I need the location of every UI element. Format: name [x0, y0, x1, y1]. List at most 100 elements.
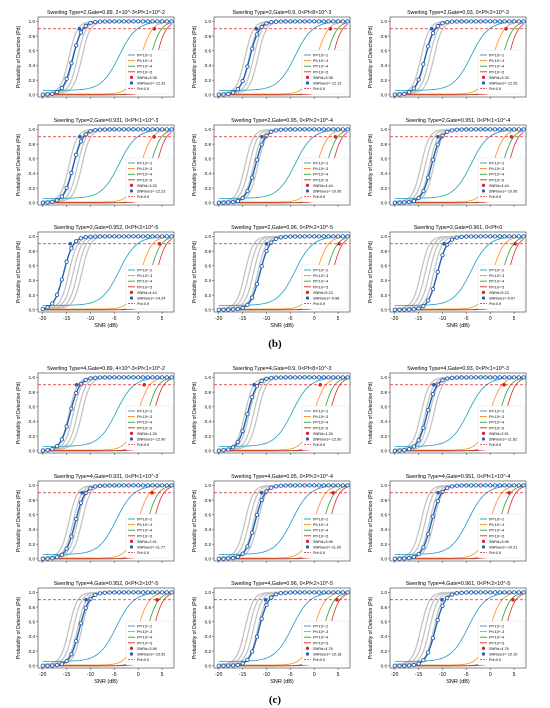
series-ours-marker [69, 61, 74, 66]
series-ours-marker [221, 200, 226, 205]
series-ours-marker [169, 483, 174, 488]
series-ours-marker [59, 194, 65, 199]
series-ours-marker [292, 19, 298, 24]
x-tick-label: -10 [263, 672, 270, 678]
series-ours-marker [507, 375, 512, 380]
series-ours-marker [488, 234, 493, 239]
series-ours-marker [340, 483, 345, 488]
legend-label: Pd=0.9 [313, 551, 325, 555]
snr-d-marker [507, 490, 511, 495]
legend-swatch [305, 646, 310, 651]
snr-ours-marker [263, 597, 268, 602]
series-ours-line [394, 20, 524, 96]
series-ours-marker [97, 127, 103, 132]
series-ours-marker [150, 375, 155, 380]
series-pfa-1e2 [42, 592, 172, 662]
y-tick-label: 0.4 [29, 63, 36, 68]
series-ours-marker [83, 132, 88, 137]
series-ours-marker [473, 127, 479, 132]
series-ours-marker [478, 483, 483, 488]
series-ours-marker [449, 375, 455, 380]
legend-swatch [129, 189, 134, 193]
series-ours-marker [221, 448, 226, 453]
series-ours-marker [164, 590, 169, 595]
y-tick-label: 0.8 [205, 605, 212, 610]
y-tick-label: 0.8 [205, 142, 212, 147]
snr-d-marker [150, 490, 154, 495]
y-tick-label: 0.2 [29, 434, 36, 439]
series-ours-marker [112, 590, 117, 595]
series-ours-marker [269, 20, 274, 25]
series-ours-marker [402, 200, 407, 205]
legend-label: SNRours=-10.92 [137, 653, 165, 657]
series-ours-marker [292, 234, 298, 239]
series-ours-marker [406, 90, 412, 95]
series-ours-marker [136, 127, 141, 132]
series-ours-marker [116, 234, 122, 239]
series-ours-marker [269, 595, 274, 600]
series-ours-marker [345, 483, 350, 488]
series-ours-marker [159, 590, 165, 595]
series-ours-marker [40, 448, 45, 453]
series-ours-marker [492, 590, 498, 595]
legend-swatch [305, 75, 310, 79]
series-ours-marker [59, 552, 65, 557]
series-ours-marker [340, 375, 345, 380]
y-tick-label: 0.2 [381, 186, 388, 191]
x-tick-label: -10 [87, 316, 94, 322]
series-ours-marker [102, 19, 107, 24]
legend-label: Pf=10^-5 [137, 426, 152, 430]
series-ours-marker [345, 590, 350, 595]
series-ours-marker [126, 234, 131, 239]
series-ours-marker [312, 375, 317, 380]
series-ours-marker [102, 590, 107, 595]
series-ours-marker [74, 638, 79, 644]
series-ours-marker [169, 234, 174, 239]
series-ours-marker [259, 142, 264, 147]
legend-swatch [129, 539, 134, 544]
series-ours-marker [435, 269, 440, 274]
y-tick-label: 1.0 [29, 127, 36, 132]
series-ours-marker [316, 234, 322, 239]
legend-label: Pf=10^-5 [313, 426, 328, 430]
x-tick-label: 5 [337, 316, 340, 322]
y-tick-label: 0.6 [205, 48, 212, 53]
series-ours-marker [259, 497, 264, 503]
series-ours-marker [88, 486, 93, 491]
legend-label: Pf=10^-3 [489, 274, 504, 278]
legend-label: SNRours=-10.91 [489, 546, 517, 550]
subplot-title: Swerling Type=4,Gate=0.93, 0<Pf<1×10^-3 [407, 366, 509, 372]
series-ours-marker [273, 236, 279, 241]
series-ours-marker [416, 195, 421, 201]
y-tick-label: 0.8 [205, 498, 212, 503]
legend-label: Pf=10^-3 [137, 274, 152, 278]
y-tick-label: 1.0 [381, 375, 388, 380]
series-ours-marker [69, 246, 74, 251]
series-ours-marker [221, 663, 226, 668]
subplot: Swerling Type=4,Gate=0.95, 0<Pf<2×10^-4 0… [192, 474, 351, 563]
series-ours-marker [516, 234, 521, 239]
series-ours-marker [226, 91, 231, 97]
series-ours-marker [335, 234, 341, 239]
legend-label: Pd=0.9 [137, 87, 149, 91]
series-ours-marker [121, 127, 127, 132]
series-pfa-1e2 [218, 592, 348, 662]
y-tick-label: 0.6 [381, 263, 388, 268]
legend-label: SNRd=3.38 [137, 76, 157, 80]
y-tick-label: 0.6 [205, 404, 212, 409]
snr-d-marker [142, 382, 147, 387]
series-ours-marker [302, 127, 307, 132]
legend-label: Pf=10^-2 [489, 269, 504, 273]
legend-label: Pd=0.9 [313, 87, 325, 91]
series-pfa-1e2 [42, 129, 172, 199]
legend-label: SNRours=-12.13 [313, 82, 341, 86]
series-ours-marker [488, 590, 493, 595]
series-ours-marker [64, 259, 69, 264]
series-ours-marker [54, 292, 60, 297]
series-ours-marker [245, 188, 250, 194]
series-ours-line [218, 128, 348, 204]
series-ours-marker [126, 590, 131, 595]
series-ours-marker [235, 198, 241, 204]
series-ours-marker [131, 483, 136, 488]
legend-label: Pf=10^-5 [489, 178, 504, 182]
